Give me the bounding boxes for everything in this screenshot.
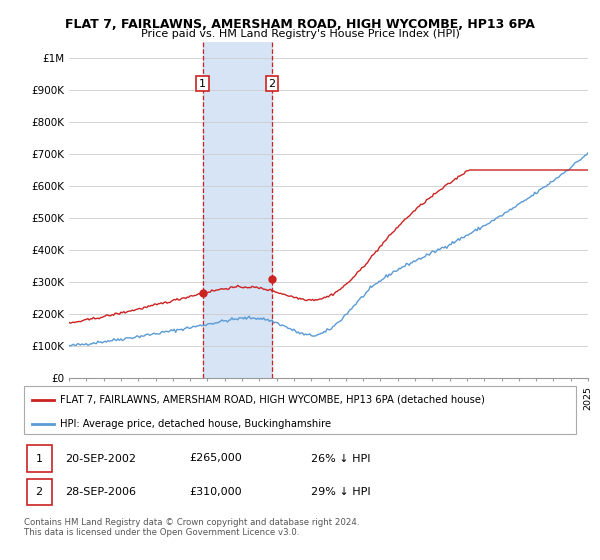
Text: FLAT 7, FAIRLAWNS, AMERSHAM ROAD, HIGH WYCOMBE, HP13 6PA: FLAT 7, FAIRLAWNS, AMERSHAM ROAD, HIGH W… — [65, 18, 535, 31]
Text: Price paid vs. HM Land Registry's House Price Index (HPI): Price paid vs. HM Land Registry's House … — [140, 29, 460, 39]
Text: HPI: Average price, detached house, Buckinghamshire: HPI: Average price, detached house, Buck… — [60, 418, 331, 428]
Text: 26% ↓ HPI: 26% ↓ HPI — [311, 454, 371, 464]
Text: £265,000: £265,000 — [190, 454, 242, 464]
Text: Contains HM Land Registry data © Crown copyright and database right 2024.
This d: Contains HM Land Registry data © Crown c… — [24, 518, 359, 538]
Text: £310,000: £310,000 — [190, 487, 242, 497]
Text: 1: 1 — [35, 454, 43, 464]
Text: FLAT 7, FAIRLAWNS, AMERSHAM ROAD, HIGH WYCOMBE, HP13 6PA (detached house): FLAT 7, FAIRLAWNS, AMERSHAM ROAD, HIGH W… — [60, 395, 485, 405]
Text: 1: 1 — [199, 78, 206, 88]
Text: 2: 2 — [35, 487, 43, 497]
Bar — [27, 479, 52, 505]
Bar — [27, 445, 52, 472]
Bar — [203, 42, 272, 378]
Text: 29% ↓ HPI: 29% ↓ HPI — [311, 487, 371, 497]
Text: 28-SEP-2006: 28-SEP-2006 — [65, 487, 136, 497]
Text: 20-SEP-2002: 20-SEP-2002 — [65, 454, 136, 464]
Text: 2: 2 — [269, 78, 275, 88]
